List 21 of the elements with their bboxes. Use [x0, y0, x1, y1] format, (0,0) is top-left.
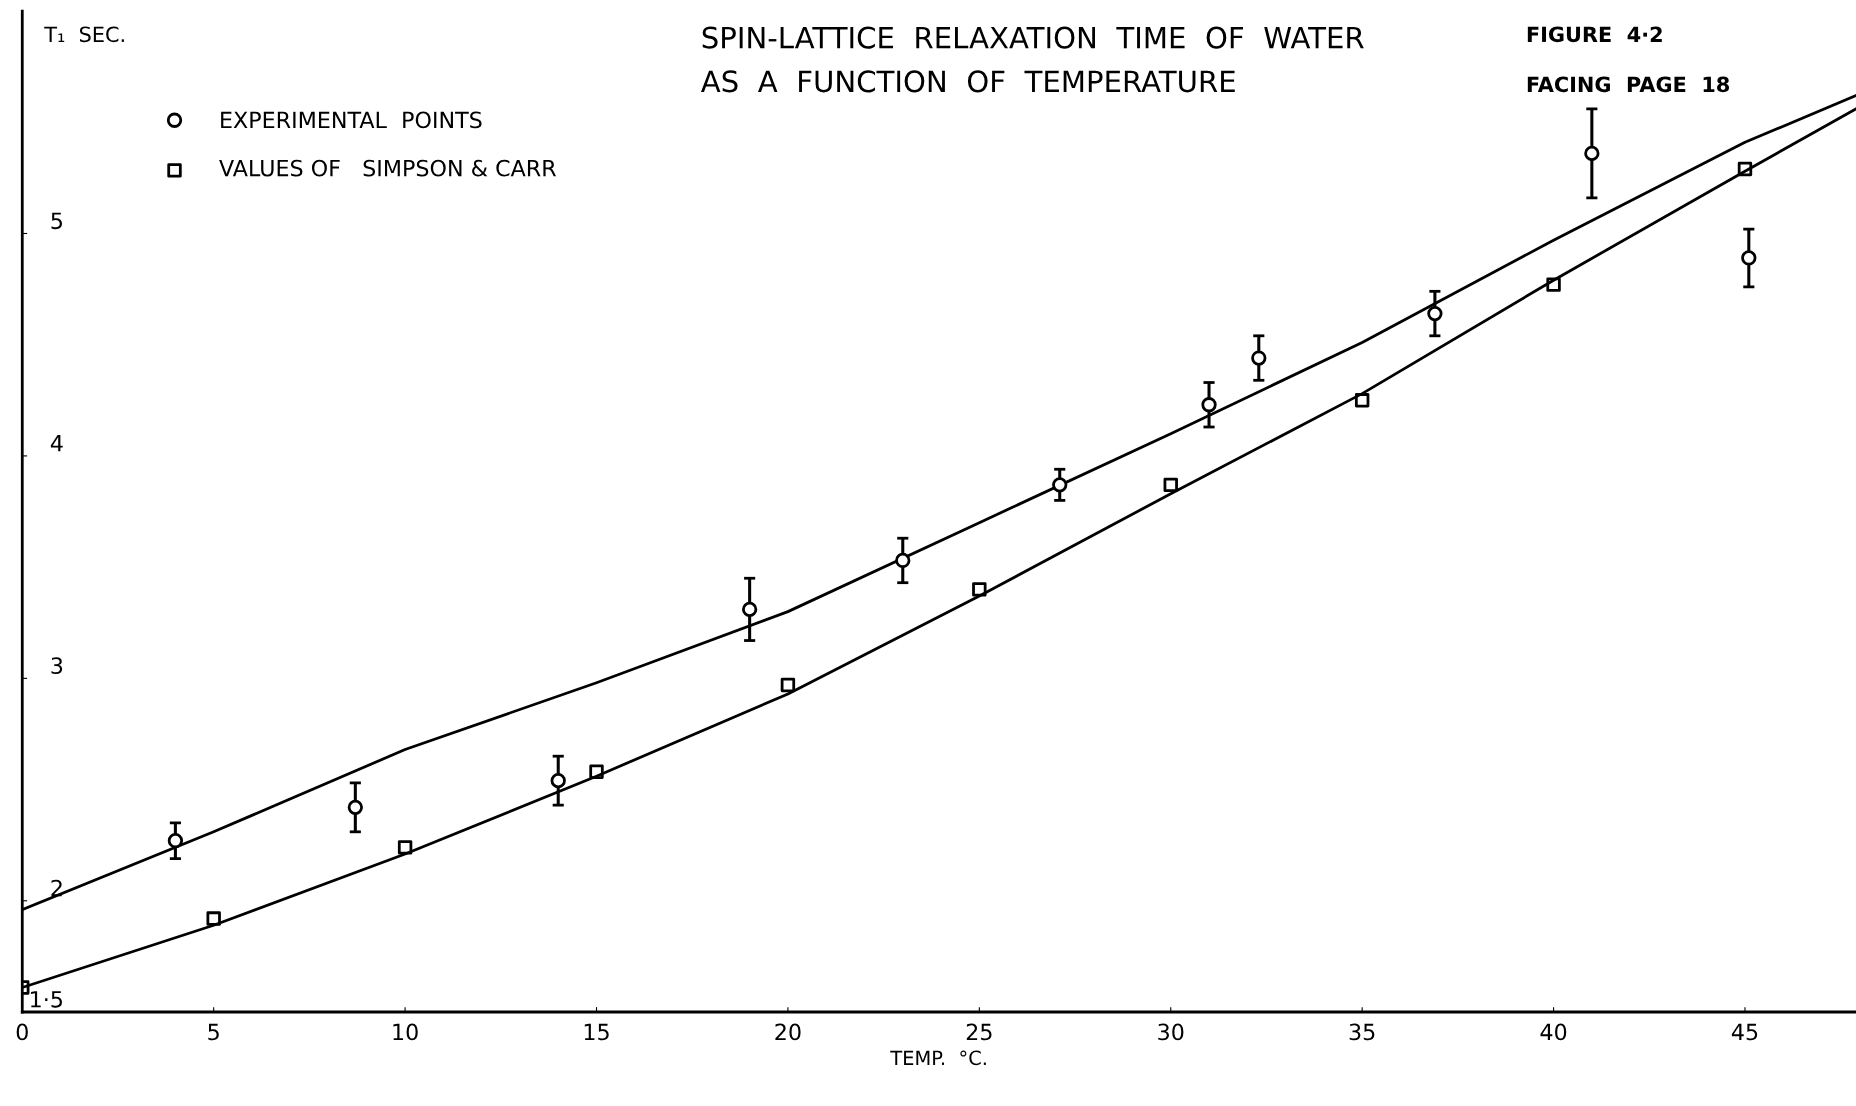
- x-tick-label: 20: [775, 1023, 801, 1041]
- x-tick-label: 30: [1158, 1023, 1184, 1041]
- y-tick-label: 1·5: [31, 991, 62, 1008]
- x-tick-label: 40: [1540, 1023, 1567, 1041]
- x-axis-title: TEMP. °C.: [890, 1050, 986, 1066]
- x-tick-label: 35: [1349, 1023, 1375, 1041]
- legend-label: EXPERIMENTAL POINTS: [221, 111, 482, 129]
- annotation: FACING PAGE 18: [1527, 76, 1729, 93]
- y-tick-label: 4: [50, 435, 63, 452]
- y-axis-title: T₁ SEC.: [44, 26, 124, 43]
- x-tick-label: 45: [1731, 1023, 1758, 1041]
- legend-label: VALUES OF SIMPSON & CARR: [219, 159, 557, 177]
- text: SPIN-LATTICE RELAXATION TIME OF WATER AS A FUNCTION OF TEMPERATURE: [700, 26, 1364, 93]
- x-tick-label: 25: [966, 1023, 992, 1041]
- x-tick-label: 0: [16, 1023, 28, 1041]
- x-tick-label: 5: [208, 1023, 219, 1041]
- y-tick-label: 3: [51, 657, 63, 675]
- y-tick-label: 5: [51, 212, 62, 230]
- annotation: FIGURE 4·2: [1527, 26, 1662, 43]
- x-tick-label: 10: [393, 1023, 418, 1041]
- x-tick-label: 15: [584, 1023, 609, 1041]
